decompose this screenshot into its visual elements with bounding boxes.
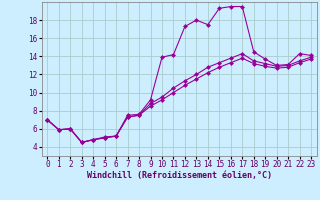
X-axis label: Windchill (Refroidissement éolien,°C): Windchill (Refroidissement éolien,°C) xyxy=(87,171,272,180)
